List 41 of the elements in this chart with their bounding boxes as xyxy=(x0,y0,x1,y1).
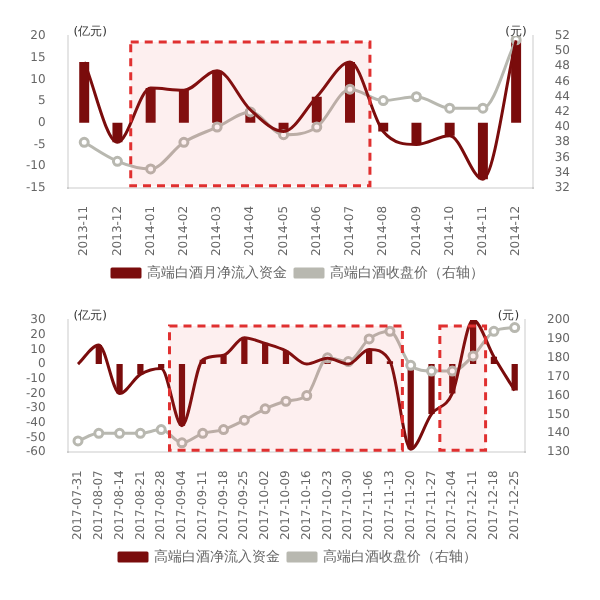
bar xyxy=(116,364,123,394)
point xyxy=(211,121,223,133)
point xyxy=(72,435,84,447)
point xyxy=(363,333,375,345)
point xyxy=(488,325,500,337)
point xyxy=(238,414,250,426)
point xyxy=(426,365,438,377)
point xyxy=(477,102,489,114)
point xyxy=(311,121,323,133)
bar xyxy=(178,364,186,426)
bar xyxy=(137,364,144,375)
point xyxy=(134,427,146,439)
point xyxy=(176,437,188,449)
point xyxy=(384,325,396,337)
bar xyxy=(444,122,455,136)
point xyxy=(509,322,521,334)
point xyxy=(111,155,123,167)
bar xyxy=(178,90,189,123)
point xyxy=(444,102,456,114)
point xyxy=(467,350,479,362)
point xyxy=(446,365,458,377)
point xyxy=(344,83,356,95)
bar xyxy=(411,122,422,145)
point xyxy=(197,427,209,439)
bar xyxy=(241,337,248,365)
bar xyxy=(212,70,223,123)
bar xyxy=(145,88,156,123)
point xyxy=(218,424,230,436)
point xyxy=(377,95,389,107)
point xyxy=(405,359,417,371)
point xyxy=(259,403,271,415)
point xyxy=(114,427,126,439)
point xyxy=(155,424,167,436)
point xyxy=(301,390,313,402)
bar xyxy=(220,355,227,365)
point xyxy=(78,136,90,148)
point xyxy=(280,395,292,407)
point xyxy=(93,427,105,439)
point xyxy=(410,91,422,103)
point xyxy=(145,163,157,175)
point xyxy=(178,136,190,148)
